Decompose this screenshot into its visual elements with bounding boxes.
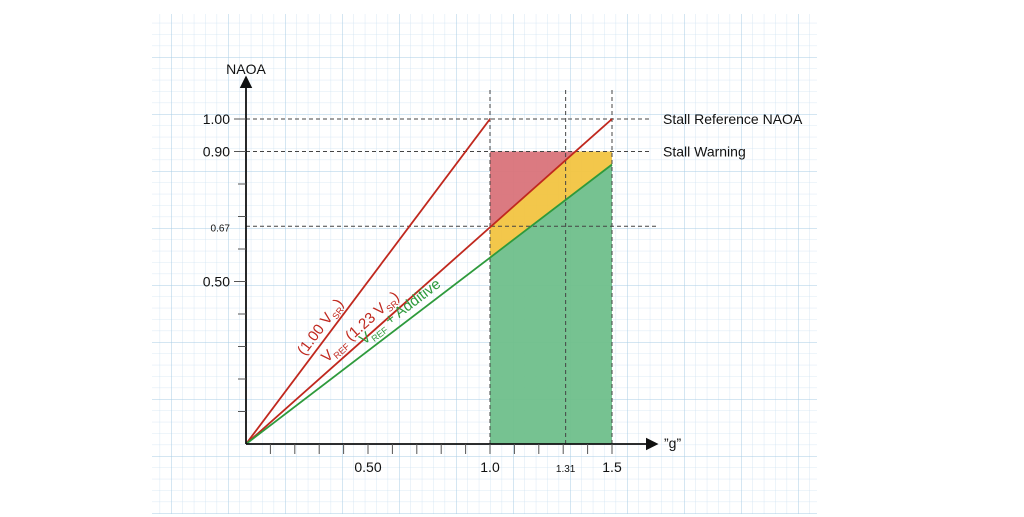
x-tick-label: 1.31	[556, 464, 576, 475]
tick-labels: 0.50 0.67 0.90 1.00 0.50 1.0 1.31 1.5 NAOA ”g”	[203, 61, 682, 475]
y-axis-title: NAOA	[226, 61, 266, 77]
region-caution	[490, 151, 612, 258]
reference-lines	[246, 90, 656, 444]
reference-labels: Stall Reference NAOA Stall Warning	[663, 111, 803, 160]
y-tick-label: 0.90	[203, 144, 230, 160]
series-line-2	[245, 163, 613, 445]
x-axis-title: ”g”	[664, 435, 681, 451]
y-tick-label: 1.00	[203, 111, 230, 127]
x-tick-label: 0.50	[354, 459, 381, 475]
series-line-0	[245, 118, 491, 445]
y-tick-label: 0.67	[211, 223, 231, 234]
y-tick-label: 0.50	[203, 274, 230, 290]
x-tick-label: 1.0	[480, 459, 500, 475]
x-tick-label: 1.5	[602, 459, 622, 475]
ref-label: Stall Warning	[663, 144, 746, 160]
series-line-1	[245, 118, 613, 445]
axes	[234, 75, 659, 454]
series-lines	[245, 118, 613, 445]
shaded-regions	[490, 151, 612, 444]
ref-label: Stall Reference NAOA	[663, 111, 803, 127]
